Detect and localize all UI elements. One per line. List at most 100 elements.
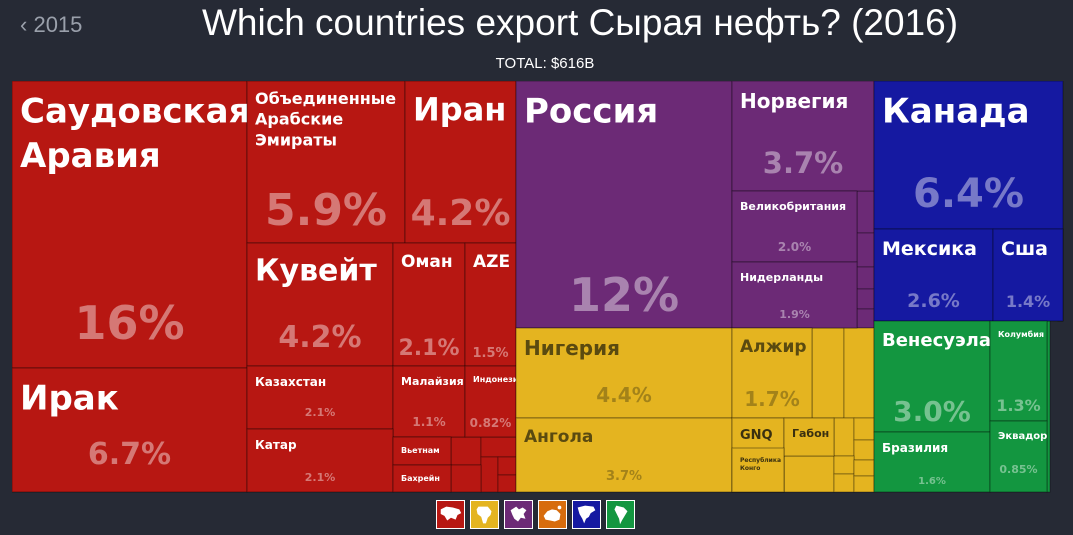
tile-rect xyxy=(246,242,394,367)
treemap-tile-minor[interactable] xyxy=(843,327,875,419)
tile-label: Великобритания xyxy=(740,200,846,213)
treemap-tile-minor[interactable] xyxy=(853,459,875,477)
treemap-tile-kuveyt[interactable]: Кувейт 4.2% xyxy=(246,242,394,367)
tile-label: GNQ xyxy=(740,428,773,443)
treemap-tile-minor[interactable] xyxy=(833,417,855,457)
treemap-tile-bahreyn[interactable]: Бахрейн xyxy=(392,464,452,493)
tile-value: 2.1% xyxy=(305,406,336,419)
tile-value: 16% xyxy=(74,296,184,350)
tile-label: Канада xyxy=(882,92,1030,132)
treemap-tile-minor[interactable] xyxy=(497,474,517,493)
treemap-tile-minor[interactable] xyxy=(811,327,845,419)
treemap-tile-velikobritaniya[interactable]: Великобритания 2.0% xyxy=(731,190,858,263)
total-label: TOTAL: $616B xyxy=(495,55,595,72)
tile-value: 0.82% xyxy=(470,416,512,430)
africa-icon[interactable] xyxy=(470,500,499,529)
tile-value: 5.9% xyxy=(265,185,387,236)
tile-rect xyxy=(873,431,991,493)
tile-value: 1.5% xyxy=(472,346,508,361)
treemap-tile-iran[interactable]: Иран 4.2% xyxy=(404,81,517,244)
treemap-tile-minor[interactable] xyxy=(480,456,499,493)
treemap-tile-meksika[interactable]: Мексика 2.6% xyxy=(873,228,994,322)
treemap-tile-minor[interactable] xyxy=(856,232,875,268)
treemap-tile-minor[interactable] xyxy=(450,436,482,466)
tile-value: 1.9% xyxy=(779,308,810,321)
treemap-tile-minor[interactable] xyxy=(853,439,875,461)
tile-value: 1.6% xyxy=(918,476,946,487)
treemap-tile-nigeriya[interactable]: Нигерия 4.4% xyxy=(515,327,733,419)
tile-rect xyxy=(873,228,994,322)
tile-value: 3.7% xyxy=(606,469,642,484)
treemap-tile-norvegiya[interactable]: Норвегия 3.7% xyxy=(731,81,875,192)
treemap-tile-minor[interactable] xyxy=(497,456,517,476)
treemap-tile-braziliya[interactable]: Бразилия 1.6% xyxy=(873,431,991,493)
treemap-tile-rossiya[interactable]: Россия 12% xyxy=(515,81,733,329)
north-america-icon[interactable] xyxy=(572,500,601,529)
tile-value: 3.7% xyxy=(763,146,843,180)
treemap-tile-ssha[interactable]: Сша 1.4% xyxy=(992,228,1064,322)
treemap-tile-indoneziya[interactable]: Индонезия 0.82% xyxy=(464,365,524,438)
tile-label: Кувейт xyxy=(255,254,377,289)
treemap-tile-minor[interactable] xyxy=(856,266,875,290)
tile-label: Саудовская xyxy=(20,92,250,132)
back-link[interactable]: ‹ 2015 xyxy=(20,12,82,38)
treemap-tile-minor[interactable] xyxy=(856,288,875,310)
treemap-tile-minor[interactable] xyxy=(853,417,875,441)
treemap-tile-ekvador[interactable]: Эквадор 0.85% xyxy=(989,420,1048,493)
tile-rect xyxy=(515,81,733,329)
treemap-tile-irak[interactable]: Ирак 6.7% xyxy=(12,367,248,493)
treemap-tile-gabon[interactable]: Габон xyxy=(783,417,835,457)
treemap-tile-alzhir[interactable]: Алжир 1.7% xyxy=(731,327,813,419)
tile-label: Бахрейн xyxy=(401,474,440,483)
tile-label: Арабские xyxy=(255,110,343,129)
tile-label: Россия xyxy=(524,92,658,132)
tile-label: Казахстан xyxy=(255,375,326,389)
treemap-tile-venesuela[interactable]: Венесуэла 3.0% xyxy=(873,320,991,433)
treemap-tile-minor[interactable] xyxy=(833,455,855,475)
treemap-tile-niderlandy[interactable]: Нидерланды 1.9% xyxy=(731,261,858,329)
tile-rect xyxy=(246,81,406,244)
tile-value: 0.85% xyxy=(999,463,1037,476)
europe-icon[interactable] xyxy=(504,500,533,529)
treemap-tile-vetnam[interactable]: Вьетнам xyxy=(392,436,452,466)
tile-rect xyxy=(392,365,466,438)
tile-label: Алжир xyxy=(740,337,807,357)
tile-value: 2.0% xyxy=(778,240,811,254)
treemap-tile-minor[interactable] xyxy=(853,475,875,493)
treemap-tile-minor[interactable] xyxy=(480,436,517,458)
tile-value: 12% xyxy=(569,268,679,322)
tile-value: 3.0% xyxy=(893,395,971,428)
treemap-tile-angola[interactable]: Ангола 3.7% xyxy=(515,417,733,493)
tile-rect xyxy=(246,428,394,493)
treemap-tile-kanada[interactable]: Канада 6.4% xyxy=(873,81,1064,230)
treemap-tile-minor[interactable] xyxy=(450,464,482,493)
chevron-left-icon: ‹ xyxy=(20,12,28,37)
tile-rect xyxy=(873,81,1064,230)
treemap-tile-aze[interactable]: AZE 1.5% xyxy=(464,242,517,367)
tile-rect xyxy=(392,242,466,367)
treemap-tile-minor[interactable] xyxy=(833,473,855,493)
treemap-tile-minor[interactable] xyxy=(783,455,835,493)
tile-value: 4.2% xyxy=(278,320,361,355)
asia-icon[interactable] xyxy=(436,500,465,529)
treemap-tile-kolumbiya[interactable]: Колумбия 1.3% xyxy=(989,320,1048,422)
treemap-tile-minor[interactable] xyxy=(856,190,875,234)
treemap-tile-minor[interactable] xyxy=(856,308,875,329)
south-america-icon[interactable] xyxy=(606,500,635,529)
tile-rect xyxy=(992,228,1064,322)
tile-value: 6.7% xyxy=(88,437,171,472)
tile-label: Оман xyxy=(401,252,453,272)
tile-rect xyxy=(515,417,733,493)
treemap-tile-malayziya[interactable]: Малайзия 1.1% xyxy=(392,365,466,438)
treemap-tile-kazahstan[interactable]: Казахстан 2.1% xyxy=(246,365,394,430)
treemap-tile-oman[interactable]: Оман 2.1% xyxy=(392,242,466,367)
tile-value: 4.2% xyxy=(411,193,511,234)
oceania-icon[interactable] xyxy=(538,500,567,529)
tile-label: Малайзия xyxy=(401,375,464,388)
tile-label: Норвегия xyxy=(740,89,848,113)
treemap-tile-katar[interactable]: Катар 2.1% xyxy=(246,428,394,493)
